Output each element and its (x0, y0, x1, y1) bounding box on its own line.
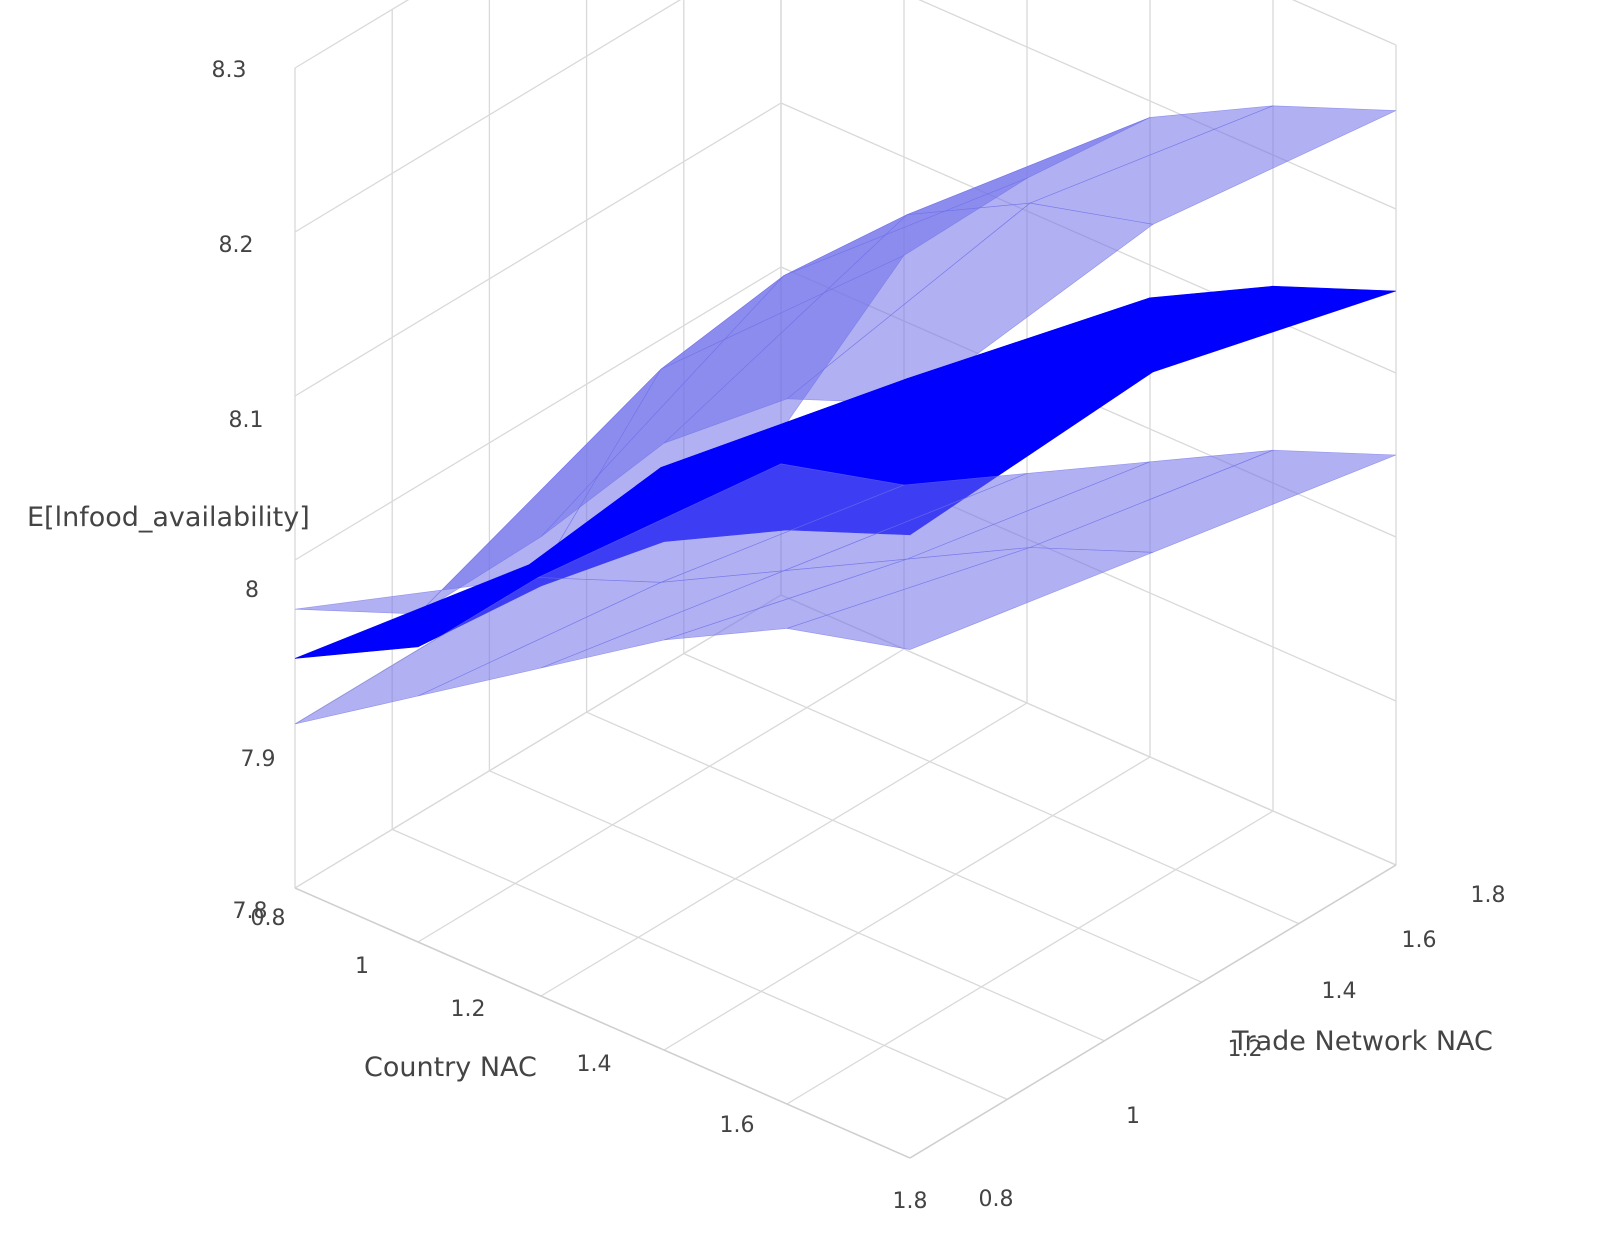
y-tick-label: 0.8 (979, 1187, 1014, 1212)
surface-upper (294, 105, 1397, 615)
y-axis-title: Trade Network NAC (1231, 1026, 1493, 1057)
side-wall-z-gridline (294, 102, 782, 397)
z-tick-label: 7.9 (241, 747, 276, 772)
surfaces (294, 105, 1397, 725)
z-axis-ticks: 7.8 7.9 8 8.1 8.2 8.3 (212, 58, 276, 924)
y-tick-label: 1.6 (1402, 928, 1437, 953)
x-tick-label: 1.2 (451, 997, 486, 1022)
z-tick-label: 8.3 (212, 58, 247, 83)
floor-y-gridline (586, 711, 1202, 983)
floor-y-gridline (489, 770, 1105, 1042)
floor-edge (909, 864, 1397, 1159)
back-wall-z-gridline (918, 0, 1397, 210)
floor-edge (294, 887, 911, 1159)
z-axis-title: E[lnfood_availability] (27, 502, 310, 533)
floor-x-gridline (540, 702, 1028, 997)
y-tick-label: 1.2 (1228, 1037, 1263, 1062)
x-tick-label: 1 (355, 954, 369, 979)
country-nac-ticks: 0.8 1 1.2 1.4 1.6 1.8 (251, 906, 928, 1214)
surface-lower (294, 449, 1397, 725)
x-tick-label: 1.8 (893, 1189, 928, 1214)
x-tick-label: 1.4 (577, 1052, 612, 1077)
trade-network-nac-ticks: 0.8 1 1.2 1.4 1.6 1.8 (979, 883, 1506, 1212)
x-tick-label: 1.6 (720, 1113, 755, 1138)
y-tick-label: 1.8 (1471, 883, 1506, 908)
floor-grid (294, 594, 1397, 1159)
floor-x-gridline (786, 810, 1274, 1105)
floor-x-gridline (663, 756, 1151, 1051)
z-tick-label: 8 (245, 578, 259, 603)
surface-lower-patch (1029, 449, 1397, 553)
floor-x-gridline (294, 594, 782, 889)
y-tick-label: 1.4 (1322, 979, 1357, 1004)
floor-x-gridline (417, 648, 905, 943)
z-tick-label: 7.8 (233, 899, 268, 924)
y-tick-label: 1 (1126, 1104, 1140, 1129)
side-wall-z-gridline (294, 0, 410, 69)
x-tick-label: 0.8 (251, 906, 286, 931)
side-wall-z-gridline (294, 266, 782, 561)
back-wall-z-gridline (1291, 0, 1397, 46)
floor-y-gridline (683, 653, 1300, 925)
floor-y-gridline (391, 828, 1008, 1100)
surface-mean-patch (1029, 285, 1397, 373)
x-axis-title: Country NAC (364, 1052, 537, 1083)
side-wall-z-gridline (294, 0, 682, 233)
surface-upper-patch (1028, 105, 1397, 225)
z-tick-label: 8.1 (229, 408, 264, 433)
z-tick-label: 8.2 (219, 233, 254, 258)
